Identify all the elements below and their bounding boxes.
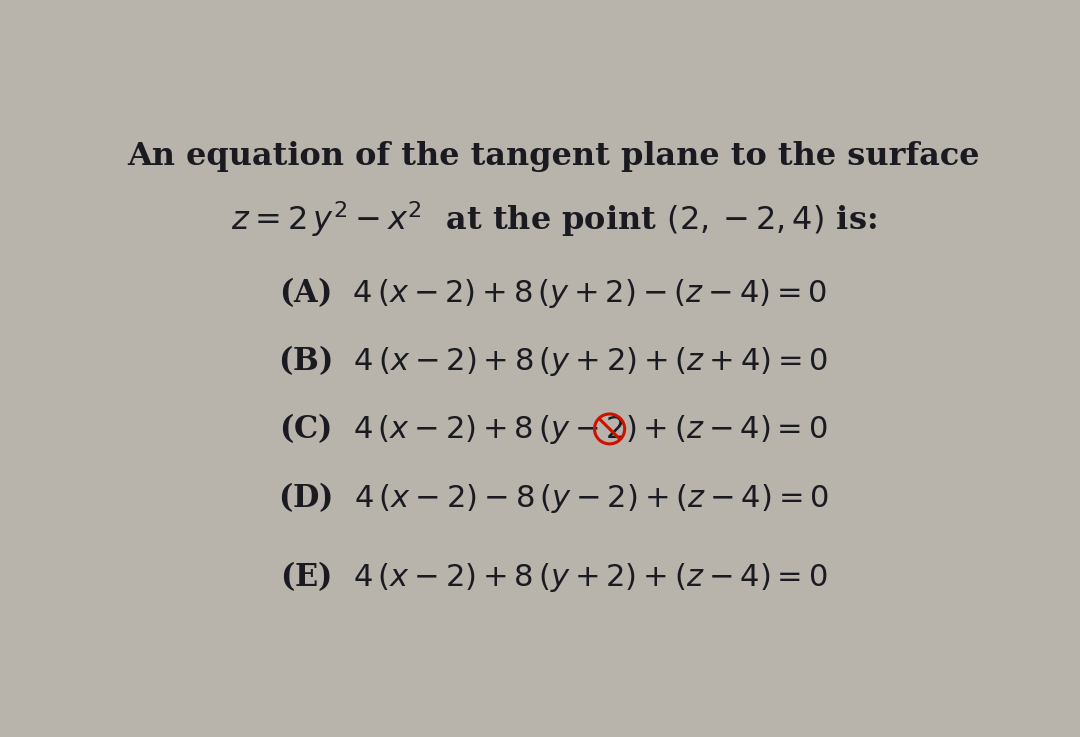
Text: (A)  $4\,(x - 2) + 8\,(y + 2) - (z - 4) = 0$: (A) $4\,(x - 2) + 8\,(y + 2) - (z - 4) =…: [280, 275, 827, 310]
Text: (B)  $4\,(x - 2) + 8\,(y + 2) + (z + 4) = 0$: (B) $4\,(x - 2) + 8\,(y + 2) + (z + 4) =…: [279, 343, 828, 378]
Text: An equation of the tangent plane to the surface: An equation of the tangent plane to the …: [127, 141, 980, 172]
Text: (E)  $4\,(x - 2) + 8\,(y + 2) + (z - 4) = 0$: (E) $4\,(x - 2) + 8\,(y + 2) + (z - 4) =…: [280, 559, 827, 594]
Text: (D)  $4\,(x - 2) - 8\,(y - 2) + (z - 4) = 0$: (D) $4\,(x - 2) - 8\,(y - 2) + (z - 4) =…: [278, 480, 829, 514]
Text: (C)  $4\,(x - 2) + 8\,(y - 2) + (z - 4) = 0$: (C) $4\,(x - 2) + 8\,(y - 2) + (z - 4) =…: [279, 411, 828, 447]
Text: $z = 2\,y^2 - x^2$  at the point $(2, -2, 4)$ is:: $z = 2\,y^2 - x^2$ at the point $(2, -2,…: [230, 199, 877, 239]
